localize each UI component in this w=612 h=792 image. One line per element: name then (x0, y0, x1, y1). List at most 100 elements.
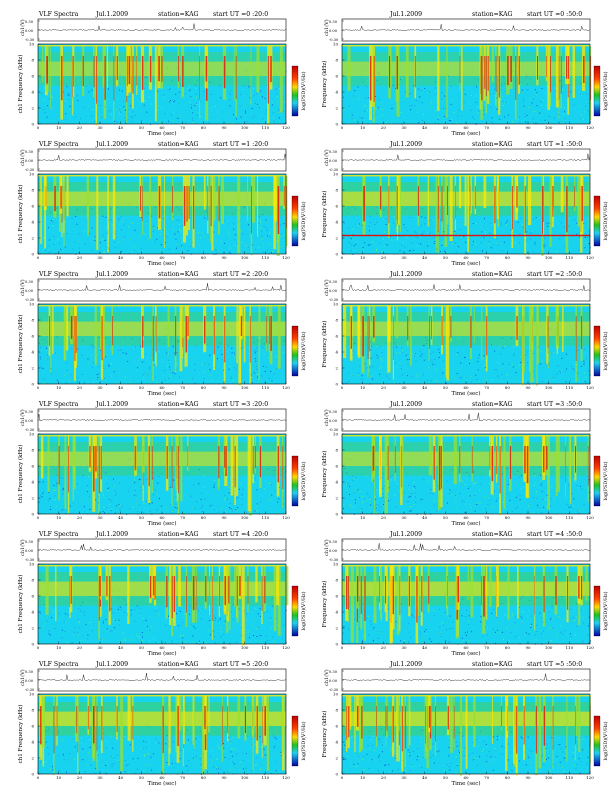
noise-speckle (89, 122, 91, 124)
burst-streak (107, 46, 108, 88)
station-label: station=KAG (158, 11, 199, 18)
noise-speckle (118, 241, 120, 243)
burst-core (270, 316, 272, 351)
burst-streak (233, 46, 235, 101)
noise-speckle (252, 244, 253, 246)
noise-speckle (151, 120, 152, 122)
noise-speckle (576, 233, 578, 235)
noise-speckle (256, 350, 258, 352)
station-label: station=KAG (158, 141, 199, 148)
burst-streak (555, 436, 558, 496)
y-tick-label: 6 (335, 74, 338, 79)
noise-speckle (110, 630, 111, 632)
burst-streak (234, 566, 236, 607)
burst-core (141, 56, 144, 90)
noise-speckle (164, 113, 166, 115)
noise-speckle (77, 631, 79, 633)
noise-speckle (62, 478, 64, 479)
noise-speckle (78, 379, 80, 381)
burst-core (363, 186, 365, 222)
noise-speckle (264, 97, 266, 99)
noise-speckle (52, 100, 54, 102)
x-tick-label: 30 (97, 125, 103, 130)
burst-core (70, 316, 73, 339)
noise-speckle (529, 232, 531, 234)
noise-speckle (498, 120, 500, 122)
noise-speckle (135, 354, 137, 355)
noise-speckle (415, 100, 417, 102)
noise-speckle (169, 375, 171, 377)
noise-speckle (249, 637, 250, 639)
noise-speckle (103, 251, 105, 253)
noise-speckle (550, 505, 552, 507)
noise-speckle (42, 628, 44, 630)
noise-speckle (53, 625, 55, 627)
burst-core (134, 446, 137, 470)
noise-speckle (279, 120, 281, 122)
noise-speckle (479, 489, 481, 491)
noise-speckle (146, 111, 148, 113)
noise-speckle (397, 244, 399, 246)
voltage-trace (37, 543, 287, 552)
trace-tick-label: 0.00 (25, 289, 34, 293)
noise-speckle (63, 615, 65, 617)
noise-speckle (352, 479, 354, 481)
noise-speckle (179, 229, 181, 231)
noise-speckle (421, 233, 423, 235)
x-tick-label: 60 (463, 125, 469, 130)
noise-speckle (548, 351, 550, 353)
noise-speckle (549, 377, 551, 378)
noise-speckle (429, 91, 430, 93)
noise-speckle (483, 109, 485, 111)
noise-speckle (62, 509, 63, 511)
burst-core (277, 446, 279, 483)
noise-speckle (525, 121, 527, 123)
burst-core (127, 56, 129, 86)
y-tick-label: 2 (335, 496, 338, 501)
noise-speckle (223, 361, 224, 363)
noise-speckle (529, 383, 530, 385)
burst-streak (102, 306, 105, 359)
y-tick-label: 0 (31, 252, 34, 257)
noise-speckle (543, 244, 545, 246)
noise-speckle (73, 112, 75, 114)
noise-speckle (236, 118, 237, 120)
x-tick-label: 50 (443, 255, 449, 260)
noise-speckle (436, 510, 438, 512)
noise-speckle (263, 225, 265, 227)
colorbar-label: log(PSD)(V²/Hz) (300, 201, 307, 240)
noise-speckle (114, 121, 116, 123)
noise-speckle (553, 379, 555, 381)
noise-speckle (101, 491, 103, 493)
noise-speckle (83, 614, 85, 616)
noise-speckle (273, 641, 275, 643)
y-axis-label: ch1 Frequency (kHz) (17, 185, 24, 244)
noise-speckle (463, 89, 465, 90)
noise-speckle (446, 252, 448, 254)
noise-speckle (135, 497, 137, 499)
noise-speckle (79, 233, 81, 235)
noise-speckle (431, 380, 432, 382)
noise-speckle (276, 96, 278, 98)
x-tick-label: 20 (77, 255, 83, 260)
burst-core (394, 446, 396, 473)
noise-speckle (150, 626, 152, 627)
noise-speckle (364, 242, 366, 244)
noise-speckle (443, 108, 444, 110)
noise-speckle (46, 512, 48, 513)
burst-streak (107, 176, 109, 253)
burst-streak (379, 436, 382, 498)
noise-speckle (256, 347, 258, 349)
noise-speckle (198, 641, 200, 643)
noise-speckle (120, 216, 122, 218)
noise-speckle (249, 102, 251, 104)
noise-speckle (64, 246, 66, 248)
noise-speckle (466, 477, 468, 479)
noise-speckle (107, 490, 109, 491)
noise-speckle (65, 362, 67, 364)
noise-speckle (370, 504, 372, 506)
noise-speckle (111, 224, 113, 226)
noise-speckle (251, 611, 253, 613)
noise-speckle (171, 640, 173, 642)
noise-speckle (410, 510, 412, 512)
